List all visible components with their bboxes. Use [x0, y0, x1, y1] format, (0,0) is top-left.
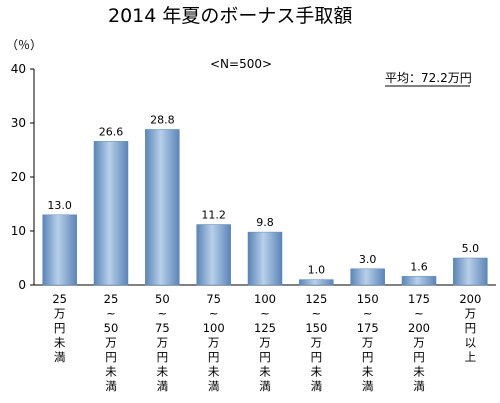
- x-tick-label: 万: [362, 336, 374, 350]
- x-tick-label: ~: [106, 307, 116, 321]
- x-tick-label: 未: [259, 365, 271, 379]
- x-tick-label: 満: [311, 379, 323, 393]
- bar: [453, 257, 488, 286]
- data-label: 9.8: [256, 216, 274, 229]
- x-tick-label: 未: [208, 365, 220, 379]
- data-label: 11.2: [201, 209, 226, 222]
- x-tick-label: 150: [305, 321, 327, 335]
- x-tick-label: ~: [260, 307, 270, 321]
- x-tick-label: ~: [158, 307, 168, 321]
- x-tick-label: ~: [363, 307, 373, 321]
- data-label: 5.0: [462, 242, 480, 255]
- x-tick-label: 満: [259, 379, 271, 393]
- x-tick-label: 25: [104, 292, 119, 306]
- y-tick-label: 40: [11, 62, 26, 76]
- x-tick-label: 円: [259, 350, 271, 364]
- x-tick-label: 100: [203, 321, 225, 335]
- x-tick-label: 未: [157, 365, 169, 379]
- bar: [196, 224, 231, 286]
- x-tick-label: 75: [206, 292, 221, 306]
- y-tick-label: 30: [11, 116, 26, 130]
- bar: [299, 279, 334, 286]
- x-tick-label: 100: [254, 292, 276, 306]
- x-tick-label: 50: [155, 292, 170, 306]
- x-tick-label: 万: [208, 336, 220, 350]
- chart-title: 2014 年夏のボーナス手取額: [108, 5, 352, 27]
- bar: [93, 141, 129, 286]
- x-tick-label: 未: [362, 365, 374, 379]
- x-tick-label: 125: [254, 321, 276, 335]
- x-tick-label: 未: [413, 365, 425, 379]
- data-label: 3.0: [359, 253, 377, 266]
- x-tick-label: ~: [209, 307, 219, 321]
- data-label: 1.6: [410, 260, 428, 273]
- x-tick-label: 万: [157, 336, 169, 350]
- x-tick-label: 満: [157, 379, 169, 393]
- average-annotation: 平均：72.2万円: [385, 71, 472, 85]
- x-tick-label: 175: [408, 292, 430, 306]
- data-label: 26.6: [99, 125, 124, 138]
- data-label: 28.8: [150, 113, 175, 126]
- bar: [145, 129, 180, 286]
- y-unit-label: （％）: [6, 38, 42, 52]
- x-tick-label: 円: [208, 350, 220, 364]
- x-tick-label: 万: [465, 307, 477, 321]
- x-tick-label: 万: [413, 336, 425, 350]
- x-tick-label: 円: [311, 350, 323, 364]
- x-tick-label: 未: [54, 336, 66, 350]
- bar: [350, 268, 385, 286]
- x-tick-label: 上: [465, 350, 477, 364]
- x-tick-label: 50: [104, 321, 119, 335]
- x-tick-label: 円: [413, 350, 425, 364]
- x-tick-label: 未: [311, 365, 323, 379]
- y-tick-label: 0: [18, 278, 26, 292]
- data-label: 1.0: [308, 264, 326, 277]
- x-tick-label: 万: [259, 336, 271, 350]
- data-label: 13.0: [47, 199, 72, 212]
- bar: [401, 276, 437, 286]
- sample-size-annotation: <N=500>: [210, 57, 272, 71]
- x-tick-label: 未: [105, 365, 117, 379]
- x-tick-label: 125: [305, 292, 327, 306]
- x-tick-label: 万: [54, 307, 66, 321]
- x-tick-label: 万: [105, 336, 117, 350]
- x-tick-label: 円: [54, 321, 66, 335]
- x-tick-label: ~: [312, 307, 322, 321]
- y-tick-label: 20: [11, 170, 26, 184]
- bar: [42, 214, 77, 286]
- x-tick-label: ~: [414, 307, 424, 321]
- x-tick-label: 満: [362, 379, 374, 393]
- x-tick-label: 150: [357, 292, 379, 306]
- x-tick-label: 満: [54, 350, 66, 364]
- x-tick-label: 円: [362, 350, 374, 364]
- x-tick-label: 200: [459, 292, 481, 306]
- x-tick-label: 万: [311, 336, 323, 350]
- x-tick-label: 円: [105, 350, 117, 364]
- x-tick-label: 25: [52, 292, 67, 306]
- x-tick-label: 円: [157, 350, 169, 364]
- x-tick-label: 満: [413, 379, 425, 393]
- y-tick-label: 10: [11, 224, 26, 238]
- x-tick-label: 満: [105, 379, 117, 393]
- bar: [247, 231, 283, 286]
- x-tick-label: 75: [155, 321, 170, 335]
- x-tick-label: 満: [208, 379, 220, 393]
- x-tick-label: 円: [465, 321, 477, 335]
- x-tick-label: 以: [465, 336, 477, 350]
- x-tick-label: 200: [408, 321, 430, 335]
- x-tick-label: 175: [357, 321, 379, 335]
